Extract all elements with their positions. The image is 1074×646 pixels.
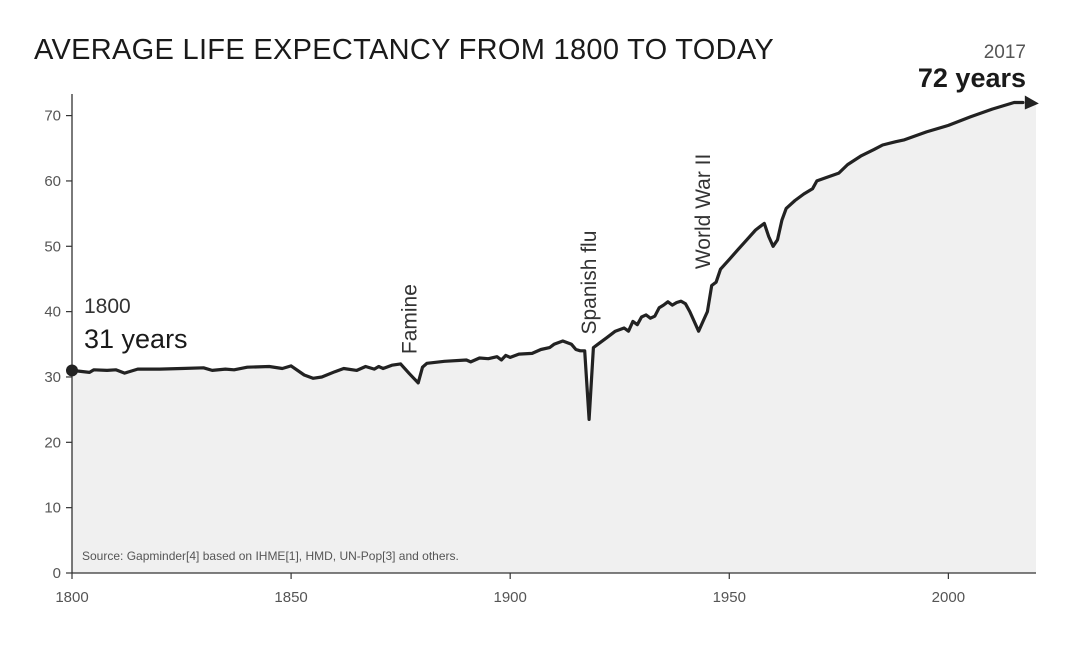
y-tick-label: 20 bbox=[44, 434, 61, 451]
y-tick-label: 10 bbox=[44, 500, 61, 517]
y-tick-label: 70 bbox=[44, 108, 61, 125]
end-arrow-marker bbox=[1024, 95, 1039, 110]
series-line bbox=[70, 100, 1025, 421]
end-year-label: 2017 bbox=[984, 42, 1026, 63]
start-value-label: 31 years bbox=[84, 324, 188, 354]
end-value-label: 72 years bbox=[918, 63, 1026, 93]
y-tick-label: 30 bbox=[44, 369, 61, 386]
area-fill bbox=[72, 102, 1036, 573]
chart-title: AVERAGE LIFE EXPECTANCY FROM 1800 TO TOD… bbox=[34, 34, 774, 66]
x-tick-label: 2000 bbox=[932, 589, 965, 606]
start-point-marker bbox=[66, 364, 78, 377]
y-tick-label: 50 bbox=[44, 238, 61, 255]
x-tick-label: 1800 bbox=[55, 589, 88, 606]
event-annotation: World War II bbox=[692, 154, 715, 270]
y-tick-label: 0 bbox=[53, 565, 61, 582]
event-annotation: Famine bbox=[398, 284, 421, 354]
start-year-label: 1800 bbox=[84, 295, 131, 318]
y-tick-label: 60 bbox=[44, 173, 61, 190]
x-tick-label: 1850 bbox=[274, 589, 307, 606]
x-tick-label: 1950 bbox=[713, 589, 746, 606]
y-tick-label: 40 bbox=[44, 304, 61, 321]
event-annotation: Spanish flu bbox=[578, 231, 601, 335]
x-tick-label: 1900 bbox=[493, 589, 526, 606]
source-note: Source: Gapminder[4] based on IHME[1], H… bbox=[82, 549, 459, 563]
